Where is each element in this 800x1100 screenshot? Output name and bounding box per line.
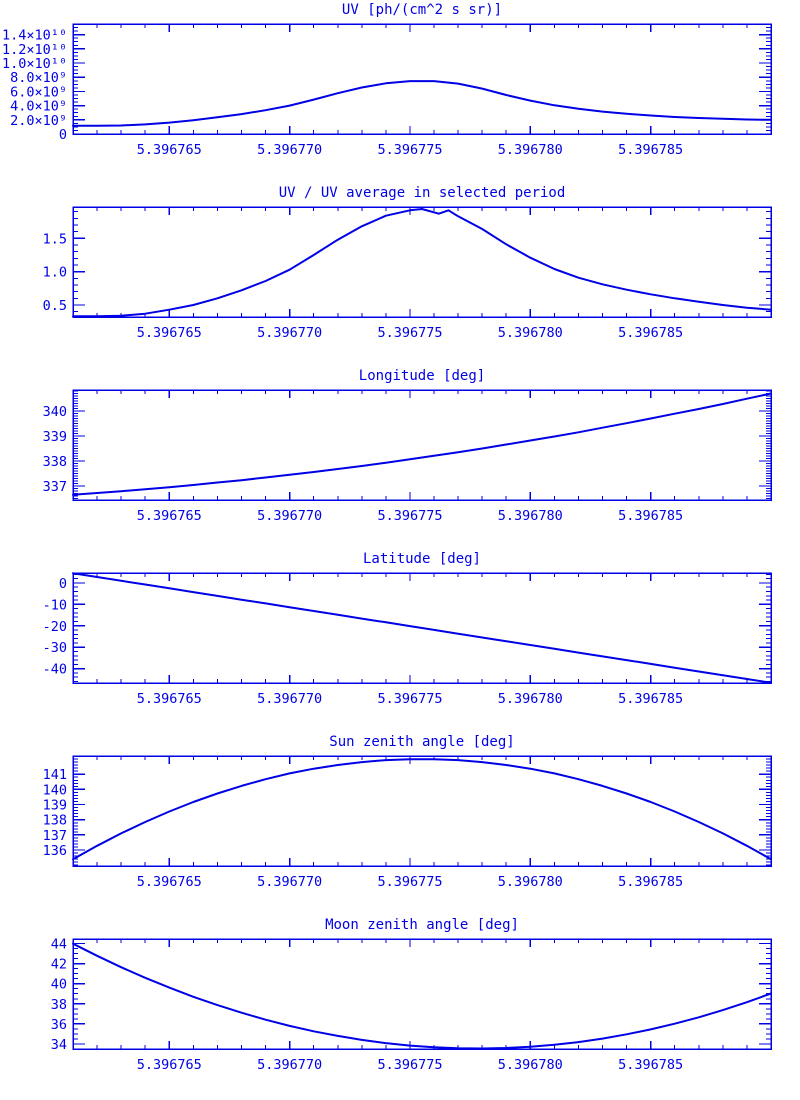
- x-tick-label: 5.396765: [137, 142, 202, 158]
- latitude-plot: 5.396765 5.396770 5.396775 5.396780 5.396785…: [43, 572, 772, 707]
- plot-title-latitude: Latitude [deg]: [362, 551, 481, 567]
- y-tick-label: 36: [51, 1017, 67, 1033]
- x-tick-label: 5.396780: [498, 874, 563, 890]
- y-tick-label: -20: [43, 619, 67, 635]
- x-tick-label: 5.396775: [377, 508, 442, 524]
- x-tick-label: 5.396770: [257, 325, 322, 341]
- y-tick-label: 141: [43, 767, 67, 783]
- panel-longitude: Longitude [deg] 5.396765 5.396770 5.396775…: [0, 366, 800, 549]
- x-tick-label: 5.396785: [618, 508, 683, 524]
- plot-title-uv-ratio: UV / UV average in selected period: [278, 185, 566, 201]
- x-tick-label: 5.396770: [257, 508, 322, 524]
- x-tick-label: 5.396780: [498, 142, 563, 158]
- moon-zenith-plot: 5.396765 5.396770 5.396775 5.396780 5.396785…: [51, 937, 772, 1073]
- plot-frame: [72, 755, 772, 867]
- data-line: [72, 80, 772, 127]
- y-tick-label: -10: [43, 597, 67, 613]
- y-tick-label: 34: [51, 1037, 67, 1053]
- x-tick-label: 5.396780: [498, 1057, 563, 1073]
- x-tick-label: 5.396775: [377, 142, 442, 158]
- y-tick-label: 1.0: [43, 265, 67, 281]
- y-tick-label: 1.0×10¹⁰: [2, 56, 67, 72]
- panel-uv: UV [ph/(cm^2 s sr)] 5.396765 5.396770 5.39…: [0, 0, 800, 183]
- x-tick-label: 5.396765: [137, 325, 202, 341]
- panel-uv-ratio: UV / UV average in selected period 5.396…: [0, 183, 800, 366]
- uv-plot: 5.396765 5.396770 5.396775 5.396780 5.396785…: [2, 23, 772, 158]
- y-tick-label: 136: [43, 843, 67, 859]
- data-line: [72, 572, 772, 684]
- x-tick-label: 5.396765: [137, 691, 202, 707]
- x-tick-label: 5.396765: [137, 874, 202, 890]
- y-tick-label: 44: [51, 937, 67, 953]
- x-tick-label: 5.396765: [137, 508, 202, 524]
- plot-frame: [72, 389, 772, 501]
- plot-title-longitude: Longitude [deg]: [358, 368, 486, 384]
- x-tick-label: 5.396775: [377, 691, 442, 707]
- panel-latitude: Latitude [deg] 5.396765 5.396770 5.396775 5…: [0, 549, 800, 732]
- x-tick-label: 5.396785: [618, 325, 683, 341]
- panel-sun-zenith-angle: Sun zenith angle [deg] 5.396765 5.396770 5…: [0, 732, 800, 915]
- sun-zenith-plot: 5.396765 5.396770 5.396775 5.396780 5.396785…: [43, 755, 772, 890]
- x-tick-label: 5.396770: [257, 691, 322, 707]
- y-tick-label: 340: [43, 404, 67, 420]
- plot-title-moon-zenith: Moon zenith angle [deg]: [325, 917, 519, 933]
- plot-title-sun-zenith: Sun zenith angle [deg]: [329, 734, 515, 750]
- y-tick-label: 0: [59, 576, 67, 592]
- y-tick-label: 140: [43, 782, 67, 798]
- data-line: [72, 392, 772, 496]
- y-tick-label: 6.0×10⁹: [10, 84, 67, 100]
- plot-title-uv: UV [ph/(cm^2 s sr)]: [341, 2, 503, 18]
- y-tick-label: 2.0×10⁹: [10, 113, 67, 129]
- panel-moon-zenith-angle: Moon zenith angle [deg] 5.396765 5.396770…: [0, 915, 800, 1098]
- x-tick-label: 5.396780: [498, 325, 563, 341]
- x-tick-label: 5.396770: [257, 874, 322, 890]
- y-tick-label: 42: [51, 957, 67, 973]
- y-tick-label: 1.4×10¹⁰: [2, 28, 67, 44]
- x-tick-label: 5.396780: [498, 508, 563, 524]
- y-tick-label: 338: [43, 454, 67, 470]
- data-line: [72, 208, 772, 318]
- y-tick-label: 1.5: [43, 231, 67, 247]
- y-tick-label: 40: [51, 977, 67, 993]
- y-tick-label: 139: [43, 798, 67, 814]
- y-tick-label: -40: [43, 662, 67, 678]
- x-tick-label: 5.396770: [257, 1057, 322, 1073]
- y-tick-label: 337: [43, 479, 67, 495]
- x-tick-label: 5.396775: [377, 325, 442, 341]
- x-tick-label: 5.396780: [498, 691, 563, 707]
- y-tick-label: 8.0×10⁹: [10, 70, 67, 86]
- plot-frame: [72, 938, 772, 1050]
- y-tick-label: 138: [43, 813, 67, 829]
- y-tick-label: 0.5: [43, 298, 67, 314]
- x-tick-label: 5.396785: [618, 874, 683, 890]
- y-tick-label: 339: [43, 429, 67, 445]
- x-tick-label: 5.396770: [257, 142, 322, 158]
- plot-frame: [72, 206, 772, 318]
- longitude-plot: 5.396765 5.396770 5.396775 5.396780 5.396785…: [43, 389, 772, 524]
- y-tick-label: 1.2×10¹⁰: [2, 42, 67, 58]
- y-tick-label: 137: [43, 828, 67, 844]
- x-tick-label: 5.396775: [377, 874, 442, 890]
- y-tick-label: 4.0×10⁹: [10, 99, 67, 115]
- uv-ratio-plot: 5.396765 5.396770 5.396775 5.396780 5.396785…: [43, 206, 772, 341]
- data-line: [72, 758, 772, 861]
- x-tick-label: 5.396785: [618, 1057, 683, 1073]
- x-tick-label: 5.396775: [377, 1057, 442, 1073]
- y-tick-label: -30: [43, 640, 67, 656]
- y-tick-label: 0: [59, 127, 67, 143]
- x-tick-label: 5.396765: [137, 1057, 202, 1073]
- x-tick-label: 5.396785: [618, 691, 683, 707]
- plot-frame: [72, 572, 772, 684]
- data-line: [72, 942, 772, 1050]
- plot-frame: [72, 23, 772, 135]
- y-tick-label: 38: [51, 997, 67, 1013]
- x-tick-label: 5.396785: [618, 142, 683, 158]
